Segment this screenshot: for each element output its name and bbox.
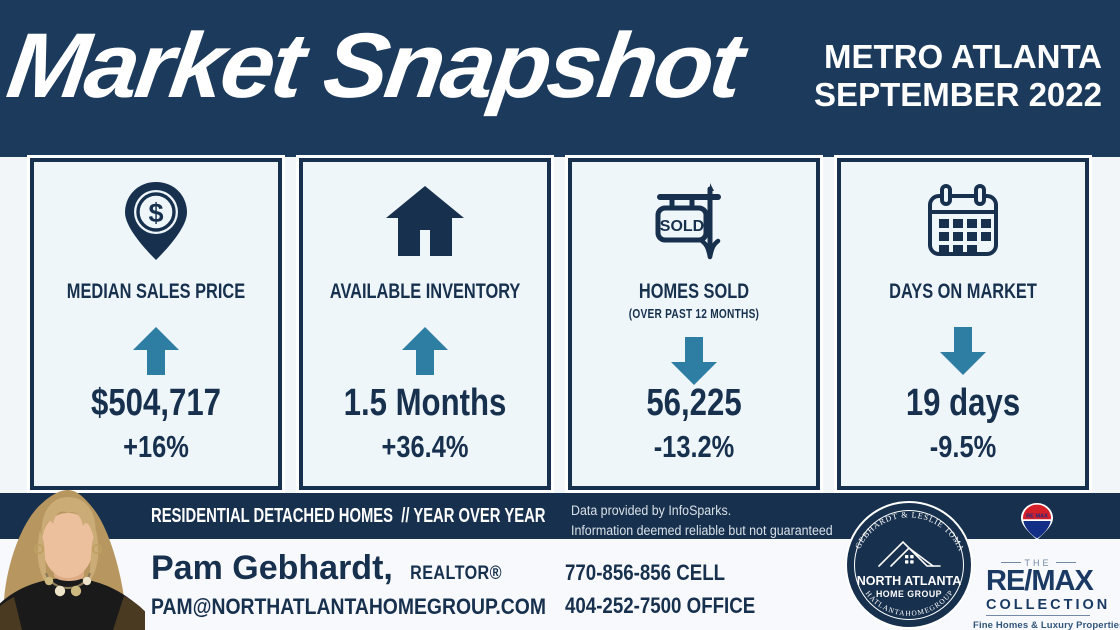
svg-text:$: $ [148,198,163,228]
svg-text:RE/MAX: RE/MAX [1026,514,1048,520]
svg-text:HOME GROUP: HOME GROUP [876,589,942,599]
svg-text:NORTH ATLANTA: NORTH ATLANTA [857,574,962,588]
svg-text:SOLD: SOLD [660,218,704,235]
